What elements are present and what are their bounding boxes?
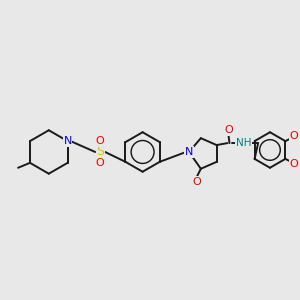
Text: O: O <box>193 177 201 187</box>
Text: S: S <box>96 146 104 158</box>
Text: O: O <box>290 131 298 141</box>
Text: O: O <box>96 158 104 168</box>
Text: O: O <box>96 136 104 146</box>
Text: NH: NH <box>236 138 251 148</box>
Text: O: O <box>290 159 298 169</box>
Text: N: N <box>63 136 72 146</box>
Text: N: N <box>185 147 193 157</box>
Text: O: O <box>224 125 233 135</box>
